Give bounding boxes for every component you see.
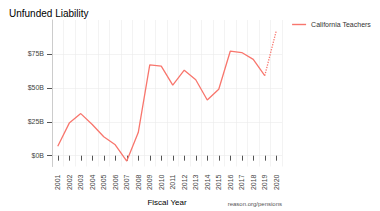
svg-text:2005: 2005 xyxy=(100,174,107,190)
svg-text:2001: 2001 xyxy=(54,174,61,190)
svg-text:$50B: $50B xyxy=(28,84,45,91)
svg-text:2009: 2009 xyxy=(146,174,153,190)
svg-text:2017: 2017 xyxy=(238,174,245,190)
svg-text:2003: 2003 xyxy=(77,174,84,190)
svg-text:2006: 2006 xyxy=(112,174,119,190)
svg-text:2019: 2019 xyxy=(261,174,268,190)
svg-text:2012: 2012 xyxy=(181,174,188,190)
svg-text:California Teachers: California Teachers xyxy=(311,21,371,28)
svg-text:2011: 2011 xyxy=(169,174,176,189)
svg-text:2016: 2016 xyxy=(227,174,234,190)
svg-text:2014: 2014 xyxy=(204,174,211,190)
svg-text:$0B: $0B xyxy=(32,152,45,159)
svg-text:2015: 2015 xyxy=(215,174,222,190)
svg-text:Unfunded Liability: Unfunded Liability xyxy=(9,8,89,19)
svg-text:2010: 2010 xyxy=(158,174,165,190)
svg-text:2008: 2008 xyxy=(135,174,142,190)
svg-text:2004: 2004 xyxy=(89,174,96,190)
svg-text:2018: 2018 xyxy=(250,174,257,190)
svg-text:2020: 2020 xyxy=(273,174,280,190)
svg-text:$75B: $75B xyxy=(28,50,45,57)
svg-text:Fiscal Year: Fiscal Year xyxy=(147,198,186,207)
svg-text:2002: 2002 xyxy=(66,174,73,190)
svg-text:$25B: $25B xyxy=(28,118,45,125)
svg-text:2013: 2013 xyxy=(192,174,199,190)
svg-text:2007: 2007 xyxy=(123,174,130,190)
svg-text:reason.org/pensions: reason.org/pensions xyxy=(228,201,282,207)
